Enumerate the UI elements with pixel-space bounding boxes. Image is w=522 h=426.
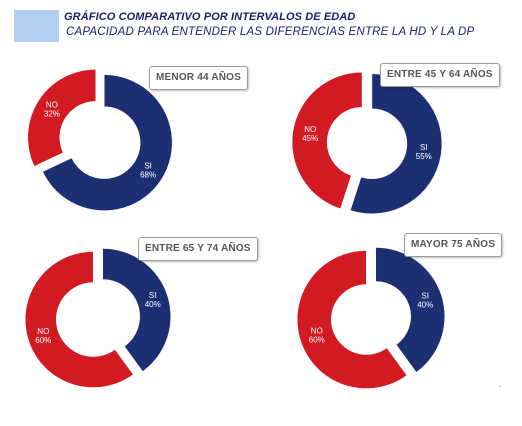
- slice-value-no: 60%: [35, 336, 51, 345]
- chart-title: GRÁFICO COMPARATIVO POR INTERVALOS DE ED…: [64, 11, 356, 23]
- slice-value-no: 60%: [309, 336, 325, 345]
- slice-no: [27, 69, 97, 167]
- slice-label-si: SI: [420, 143, 428, 152]
- slice-no: [291, 71, 363, 210]
- slice-si: [42, 74, 173, 211]
- panel-label-menor-44: MENOR 44 AÑOS: [149, 66, 249, 90]
- chart-subtitle: CAPACIDAD PARA ENTENDER LAS DIFERENCIAS …: [66, 26, 475, 38]
- slice-value-no: 45%: [302, 134, 318, 143]
- title-accent-box: [14, 10, 59, 42]
- slice-label-no: NO: [46, 101, 58, 110]
- slice-label-si: SI: [149, 291, 157, 300]
- panel-label-65-74: ENTRE 65 Y 74 AÑOS: [138, 237, 258, 261]
- slice-label-no: NO: [37, 327, 49, 336]
- slice-si: [349, 73, 443, 215]
- slice-value-si: 68%: [140, 171, 156, 180]
- slice-label-si: SI: [144, 162, 152, 171]
- slice-value-si: 40%: [417, 300, 433, 309]
- panel-label-mayor-75: MAYOR 75 AÑOS: [404, 233, 503, 257]
- slice-value-no: 32%: [44, 110, 60, 119]
- slice-si: [375, 247, 445, 373]
- slice-label-no: NO: [304, 125, 316, 134]
- panel-label-45-64: ENTRE 45 Y 64 AÑOS: [380, 63, 500, 87]
- slice-value-si: 55%: [416, 152, 432, 161]
- slice-value-si: 40%: [145, 300, 161, 309]
- slice-label-si: SI: [421, 291, 429, 300]
- slice-label-no: NO: [311, 327, 323, 336]
- slice-si: [102, 248, 171, 372]
- corner-mark: .: [499, 382, 501, 389]
- slice-no: [24, 251, 134, 388]
